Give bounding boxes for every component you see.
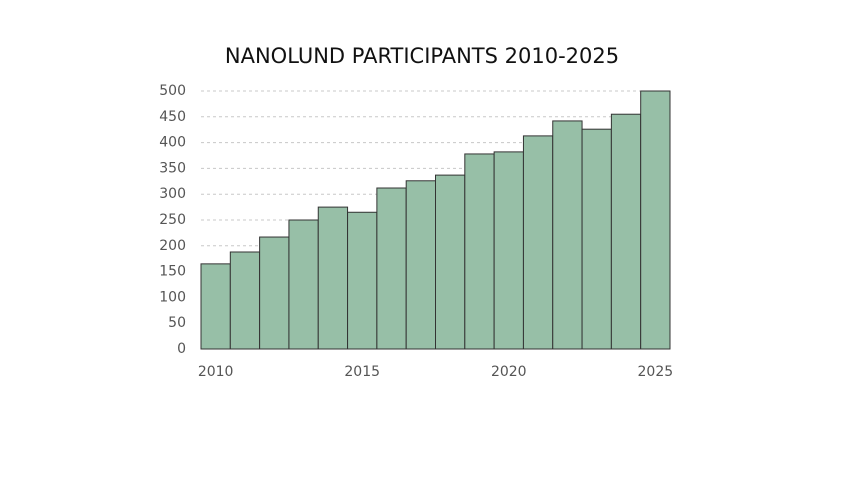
y-tick-label: 50	[168, 315, 186, 331]
y-tick-label: 200	[159, 238, 186, 254]
y-tick-label: 100	[159, 289, 186, 305]
y-tick-label: 450	[159, 109, 186, 125]
x-tick-label: 2020	[491, 364, 527, 380]
bar	[347, 211, 378, 350]
bar	[259, 236, 290, 350]
x-tick-label: 2015	[344, 364, 380, 380]
bar	[317, 206, 349, 350]
y-tick-label: 150	[159, 264, 186, 280]
bar	[435, 174, 466, 350]
bar	[464, 153, 495, 350]
y-tick-label: 350	[159, 160, 186, 176]
y-tick-label: 0	[177, 341, 186, 357]
y-tick-label: 300	[159, 186, 186, 202]
bar	[610, 113, 642, 350]
bar	[640, 90, 671, 350]
y-tick-label: 500	[159, 83, 186, 99]
x-tick-label: 2010	[198, 364, 234, 380]
x-tick-label: 2025	[638, 364, 674, 380]
chart-title: NANOLUND PARTICIPANTS 2010-2025	[225, 44, 619, 68]
y-tick-label: 400	[159, 135, 186, 151]
bar	[522, 135, 554, 350]
bar	[552, 120, 583, 350]
bar	[376, 187, 407, 350]
bar	[581, 128, 612, 350]
bar	[288, 219, 319, 350]
y-tick-label: 250	[159, 212, 186, 228]
bar	[200, 263, 231, 350]
bar	[229, 251, 261, 350]
bar	[493, 151, 524, 350]
bar	[405, 180, 436, 350]
